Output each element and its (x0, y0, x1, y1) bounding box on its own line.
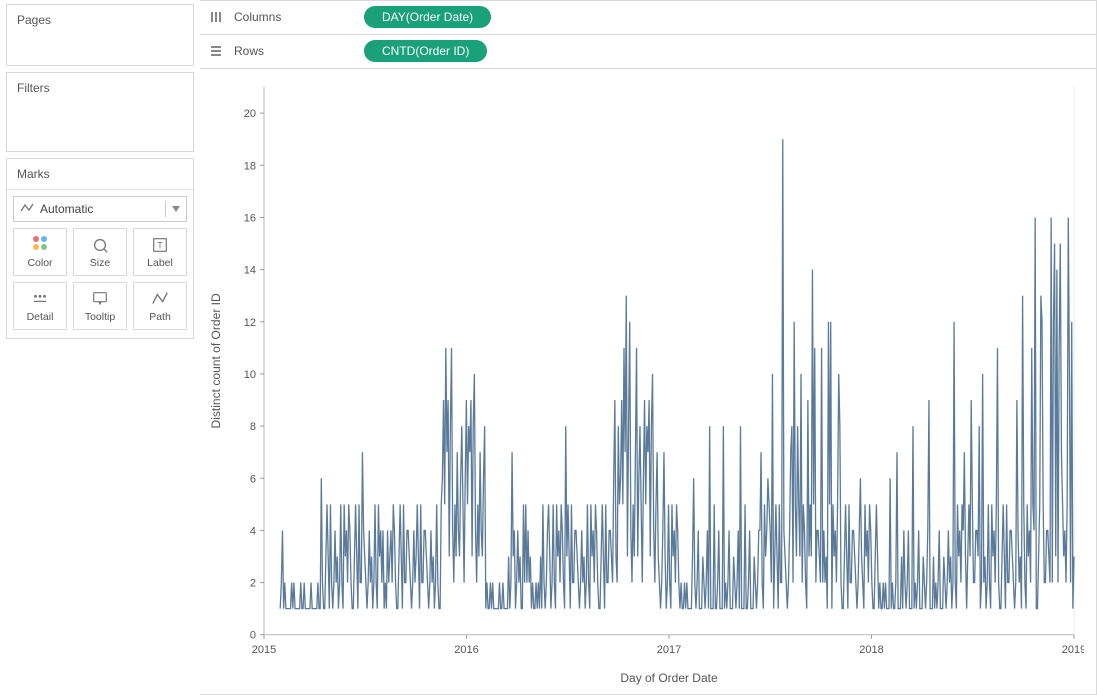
mark-detail-button[interactable]: Detail (13, 282, 67, 330)
columns-icon (208, 9, 224, 25)
columns-pill[interactable]: DAY(Order Date) (364, 6, 491, 28)
rows-shelf[interactable]: Rows CNTD(Order ID) (200, 35, 1097, 69)
svg-text:0: 0 (250, 630, 256, 642)
columns-label: Columns (234, 10, 354, 24)
svg-text:8: 8 (250, 421, 256, 433)
svg-text:18: 18 (244, 160, 256, 172)
rows-label: Rows (234, 44, 354, 58)
line-chart: 0 2 4 6 8 10 12 14 16 18 20 2015 2016 2017 2018 2019 Day… (204, 77, 1084, 690)
rows-icon (208, 43, 224, 59)
mark-type-label: Automatic (40, 202, 93, 216)
svg-text:2019: 2019 (1062, 644, 1084, 656)
detail-icon (30, 290, 50, 308)
mark-tooltip-button[interactable]: Tooltip (73, 282, 127, 330)
svg-text:6: 6 (250, 473, 256, 485)
mark-label-button[interactable]: T Label (133, 228, 187, 276)
mark-color-label: Color (27, 257, 52, 269)
mark-detail-label: Detail (27, 311, 54, 323)
marks-card: Marks Automatic Color Size T Label Detail Too… (6, 158, 194, 339)
tooltip-icon (90, 290, 110, 308)
label-icon: T (150, 236, 170, 254)
pages-card[interactable]: Pages (6, 4, 194, 66)
svg-text:Distinct count of Order ID: Distinct count of Order ID (209, 293, 223, 429)
svg-text:2017: 2017 (657, 644, 681, 656)
mark-label-label: Label (147, 257, 173, 269)
columns-shelf[interactable]: Columns DAY(Order Date) (200, 0, 1097, 35)
mark-size-label: Size (90, 257, 110, 269)
mark-size-button[interactable]: Size (73, 228, 127, 276)
pages-title: Pages (7, 5, 193, 35)
svg-text:2018: 2018 (859, 644, 883, 656)
svg-text:2: 2 (250, 578, 256, 590)
marks-title: Marks (7, 159, 193, 190)
svg-text:4: 4 (250, 525, 256, 537)
svg-text:16: 16 (244, 212, 256, 224)
mark-type-selector[interactable]: Automatic (13, 196, 187, 222)
viz-canvas[interactable]: 0 2 4 6 8 10 12 14 16 18 20 2015 2016 2017 2018 2019 Day… (200, 69, 1097, 695)
svg-text:12: 12 (244, 317, 256, 329)
svg-text:2015: 2015 (252, 644, 276, 656)
automatic-line-icon (20, 202, 34, 216)
size-icon (90, 236, 110, 254)
mark-color-button[interactable]: Color (13, 228, 67, 276)
svg-text:Day of Order Date: Day of Order Date (620, 671, 718, 685)
svg-text:T: T (157, 240, 163, 250)
mark-path-label: Path (149, 311, 171, 323)
color-icon (33, 236, 47, 254)
path-icon (150, 290, 170, 308)
mark-path-button[interactable]: Path (133, 282, 187, 330)
caret-down-icon (172, 206, 180, 212)
svg-text:14: 14 (244, 265, 256, 277)
filters-card[interactable]: Filters (6, 72, 194, 152)
mark-tooltip-label: Tooltip (85, 311, 115, 323)
rows-pill[interactable]: CNTD(Order ID) (364, 40, 487, 62)
svg-text:2016: 2016 (454, 644, 478, 656)
filters-title: Filters (7, 73, 193, 103)
svg-text:10: 10 (244, 369, 256, 381)
mark-type-caret[interactable] (165, 201, 180, 217)
svg-text:20: 20 (244, 108, 256, 120)
